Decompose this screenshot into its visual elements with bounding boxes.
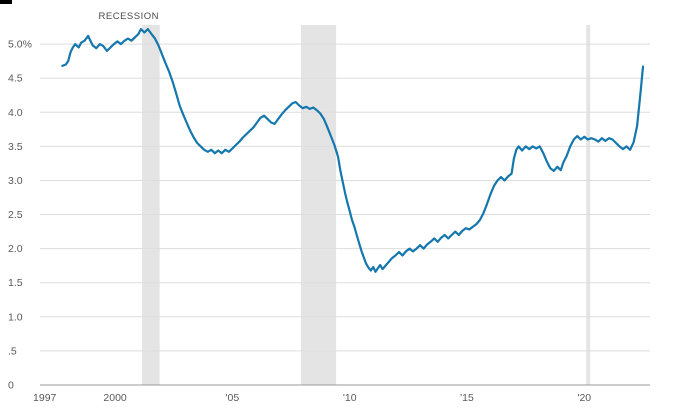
recession-band [142,25,160,385]
x-tick-label: '15 [460,392,474,404]
y-tick-label: 1.0 [8,311,23,323]
y-tick-label: 0 [8,380,14,392]
y-tick-label: 2.5 [8,209,23,221]
recession-band [300,25,337,385]
y-tick-label: 4.5 [8,73,23,85]
y-tick-label: 5.0% [8,39,32,51]
x-tick-label: '10 [343,392,357,404]
x-tick-label: '05 [226,392,240,404]
y-tick-label: 1.5 [8,277,23,289]
x-tick-label: 2000 [103,392,127,404]
y-tick-label: 3.0 [8,175,23,187]
x-tick-label: 1997 [33,392,57,404]
x-tick-label: '20 [577,392,591,404]
recession-band [586,25,591,385]
recession-label: RECESSION [98,11,159,22]
corner-mark [0,0,12,4]
series-line [61,28,645,273]
y-tick-label: .5 [8,345,17,357]
y-tick-label: 4.0 [8,107,23,119]
y-tick-label: 3.5 [8,141,23,153]
y-tick-label: 2.0 [8,243,23,255]
